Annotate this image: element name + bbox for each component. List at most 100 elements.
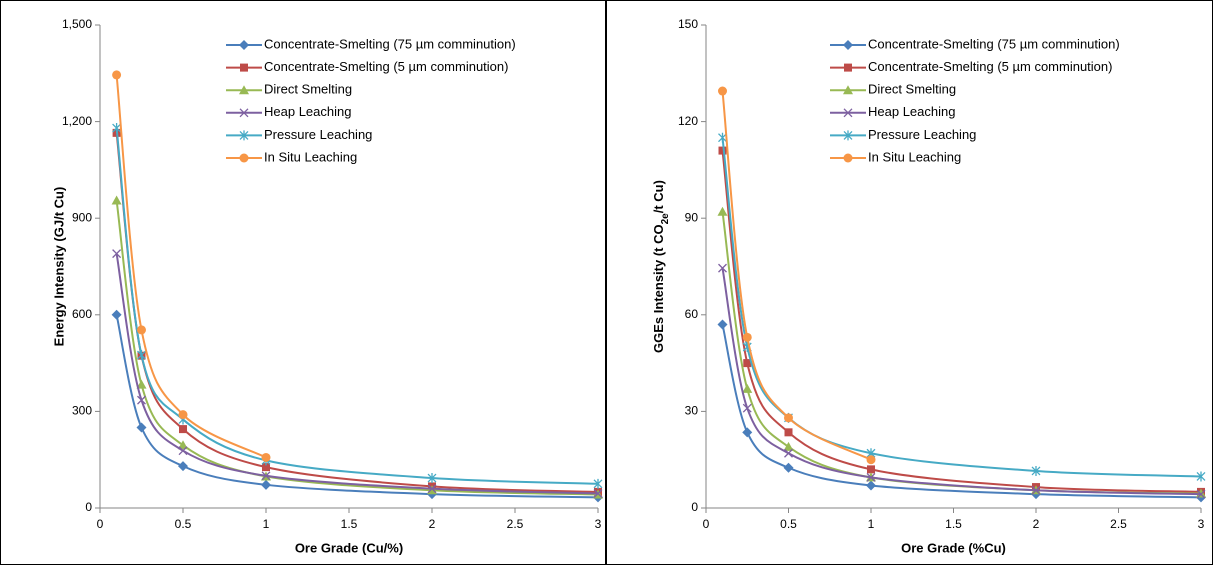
marker	[742, 332, 752, 342]
marker	[137, 350, 146, 361]
y-tick-label: 0	[691, 500, 698, 514]
marker	[179, 425, 187, 434]
y-tick-label: 30	[685, 404, 699, 418]
marker	[261, 479, 271, 490]
marker	[1031, 485, 1041, 495]
marker	[843, 153, 853, 163]
marker	[112, 249, 122, 259]
y-axis-title-part: 2e	[660, 213, 671, 225]
marker	[136, 422, 147, 433]
series-line	[721, 90, 872, 461]
y-axis-title: GGEs Intensity (t CO2e/t Cu)	[651, 180, 671, 353]
x-tick-label: 0	[703, 517, 710, 531]
x-tick-label: 3	[595, 517, 602, 531]
legend-text: Concentrate-Smelting (5 µm comminution)	[264, 59, 508, 74]
marker	[843, 40, 853, 50]
x-tick-label: 2.5	[507, 517, 524, 531]
marker	[261, 471, 271, 481]
x-tick-label: 1	[263, 517, 270, 531]
legend-text: Heap Leaching	[868, 104, 955, 119]
marker	[1196, 489, 1206, 499]
marker	[239, 130, 249, 141]
legend-text: Direct Smelting	[264, 82, 352, 97]
marker	[866, 455, 876, 465]
x-tick-label: 2	[429, 517, 436, 531]
series-line	[115, 200, 599, 496]
y-axis-title: Energy Intensity (GJ/t Cu)	[51, 187, 66, 347]
marker	[239, 85, 249, 95]
y-axis-title-part: GGEs Intensity (t CO	[651, 224, 666, 353]
marker	[742, 383, 753, 393]
marker	[843, 108, 853, 118]
marker	[112, 70, 122, 80]
legend-text: Heap Leaching	[264, 104, 351, 119]
series-line	[721, 137, 1202, 478]
x-tick-label: 2.5	[1110, 517, 1127, 531]
marker	[718, 132, 727, 143]
marker	[743, 359, 752, 368]
legend-text: Concentrate-Smelting (75 µm comminution)	[868, 36, 1120, 51]
marker	[718, 86, 727, 96]
marker	[427, 484, 437, 494]
marker	[783, 462, 794, 473]
legend-text: Pressure Leaching	[868, 127, 976, 142]
series-line	[115, 132, 599, 493]
x-tick-label: 1	[868, 517, 875, 531]
series-line	[115, 253, 599, 495]
marker	[136, 379, 147, 389]
marker	[742, 403, 752, 413]
series-line	[721, 324, 1202, 499]
marker	[112, 123, 122, 134]
y-tick-label: 150	[678, 17, 698, 31]
marker	[137, 325, 146, 335]
y-tick-label: 600	[72, 307, 92, 321]
marker	[593, 489, 603, 498]
marker	[784, 428, 793, 437]
marker	[137, 395, 146, 405]
marker	[178, 446, 188, 456]
marker	[111, 309, 122, 320]
x-tick-label: 1.5	[341, 517, 358, 531]
marker	[717, 319, 728, 330]
marker	[262, 463, 270, 472]
y-tick-label: 60	[685, 307, 699, 321]
marker	[867, 465, 875, 474]
marker	[742, 427, 753, 438]
legend-text: Concentrate-Smelting (5 µm comminution)	[868, 59, 1112, 74]
series-line	[115, 127, 599, 485]
series-line	[721, 211, 1202, 495]
legend-text: In Situ Leaching	[868, 149, 961, 164]
legend-text: In Situ Leaching	[264, 149, 357, 164]
marker	[1196, 488, 1206, 498]
marker	[1196, 471, 1206, 482]
marker	[784, 413, 793, 423]
series-line	[115, 74, 267, 459]
marker	[261, 452, 271, 462]
y-tick-label: 120	[678, 114, 698, 128]
x-tick-label: 3	[1198, 517, 1205, 531]
marker	[239, 153, 249, 163]
marker	[843, 85, 853, 95]
x-tick-label: 0.5	[780, 517, 797, 531]
marker	[178, 440, 188, 450]
x-axis-title: Ore Grade (%Cu)	[901, 540, 1006, 555]
y-tick-label: 90	[685, 210, 699, 224]
legend-text: Pressure Leaching	[264, 127, 372, 142]
y-tick-label: 300	[72, 404, 92, 418]
marker	[718, 146, 727, 155]
marker	[717, 206, 728, 216]
series-line	[721, 150, 1202, 493]
x-tick-label: 0	[97, 517, 104, 531]
marker	[427, 473, 437, 484]
marker	[784, 448, 793, 458]
marker	[178, 410, 188, 420]
marker	[593, 478, 603, 489]
x-tick-label: 0.5	[175, 517, 192, 531]
series-line	[721, 267, 1202, 496]
marker	[866, 472, 876, 482]
x-tick-label: 2	[1033, 517, 1040, 531]
marker	[111, 195, 122, 205]
marker	[239, 108, 249, 118]
marker	[866, 480, 876, 491]
